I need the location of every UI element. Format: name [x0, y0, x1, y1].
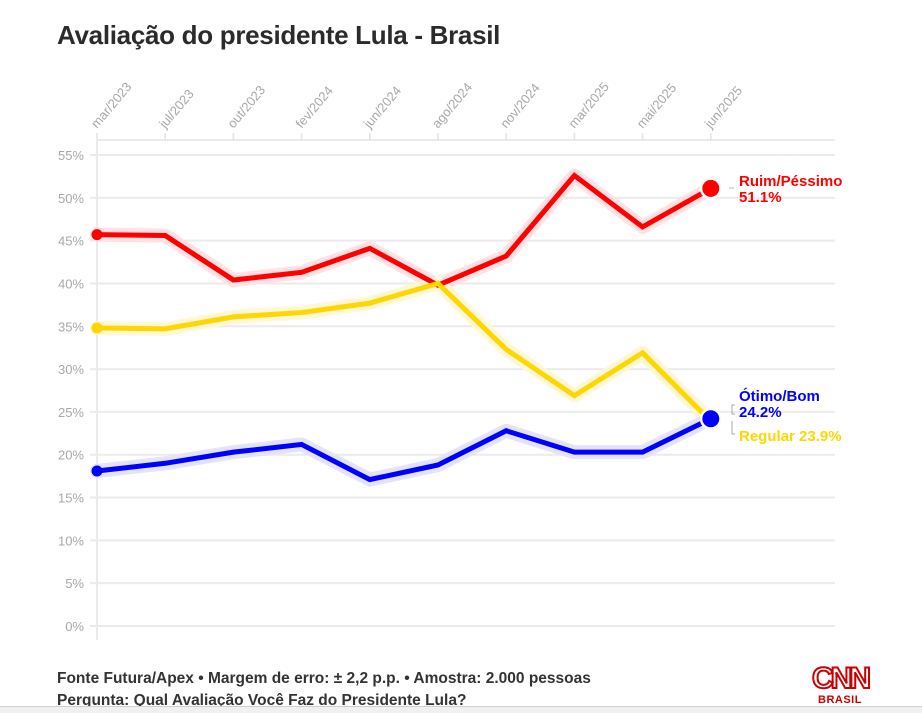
series-start-point — [91, 322, 103, 334]
x-tick-label: jun/2024 — [360, 83, 404, 132]
bottom-scroll-edge — [0, 706, 922, 713]
series-lines — [90, 168, 722, 487]
x-tick-label: fev/2024 — [292, 83, 336, 131]
series-end-point — [702, 410, 720, 428]
y-tick-label: 30% — [58, 362, 84, 377]
y-tick-label: 55% — [58, 148, 84, 163]
series-start-point — [91, 229, 103, 241]
y-tick-label: 10% — [58, 533, 84, 548]
x-tick-label: jun/2025 — [701, 83, 745, 132]
end-value-otimo-bom: 24.2% — [739, 404, 782, 421]
x-tick-label: ago/2024 — [429, 80, 475, 131]
chart-footer: Fonte Futura/Apex • Margem de erro: ± 2,… — [57, 668, 591, 712]
x-axis: mar/2023 jul/2023 out/2023 fev/2024 jun/2024… — [88, 79, 835, 141]
y-tick-label: 25% — [58, 405, 84, 420]
y-tick-label: 0% — [65, 619, 84, 634]
label-bracket — [731, 421, 735, 435]
series-start-point — [91, 465, 103, 477]
x-tick-label: jul/2023 — [155, 86, 196, 131]
y-tick-label: 35% — [58, 319, 84, 334]
question-note: Pergunta: Qual Avaliação Você Faz do Pre… — [57, 692, 467, 709]
source-note: Fonte Futura/Apex • Margem de erro: ± 2,… — [57, 670, 591, 687]
x-tick-label: out/2023 — [224, 83, 268, 131]
series-line-1 — [96, 280, 713, 424]
y-tick-label: 20% — [58, 448, 84, 463]
end-label-ruim-pessimo: Ruim/Péssimo — [739, 173, 842, 190]
series-halo-1 — [90, 276, 718, 429]
series-end-point — [702, 179, 720, 197]
end-value-ruim-pessimo: 51.1% — [739, 189, 782, 206]
y-tick-label: 50% — [58, 191, 84, 206]
y-tick-label: 5% — [65, 576, 84, 591]
series-line-0 — [96, 172, 713, 288]
label-bracket — [731, 404, 735, 415]
y-tick-label: 15% — [58, 491, 84, 506]
gridlines — [90, 140, 835, 640]
cnn-brasil-logo: CNN BRASIL — [808, 662, 872, 707]
x-tick-label: nov/2024 — [497, 80, 543, 131]
series-line-2 — [96, 416, 712, 483]
x-tick-label: mai/2025 — [633, 80, 679, 131]
y-tick-label: 40% — [58, 276, 84, 291]
x-tick-label: mar/2025 — [565, 79, 612, 131]
chart-title: Avaliação do presidente Lula - Brasil — [57, 20, 501, 50]
x-tick-label: mar/2023 — [88, 79, 135, 131]
cnn-logo-text: CNN — [811, 662, 872, 695]
end-label-otimo-bom: Ótimo/Bom — [739, 387, 820, 405]
y-axis: 0% 5% 10% 15% 20% 25% 30% 35% 40% 45% 50% 55% — [58, 148, 84, 634]
end-label-regular: Regular 23.9% — [739, 428, 842, 445]
y-tick-label: 45% — [58, 234, 84, 249]
cnn-logo-subtext: BRASIL — [818, 694, 862, 706]
